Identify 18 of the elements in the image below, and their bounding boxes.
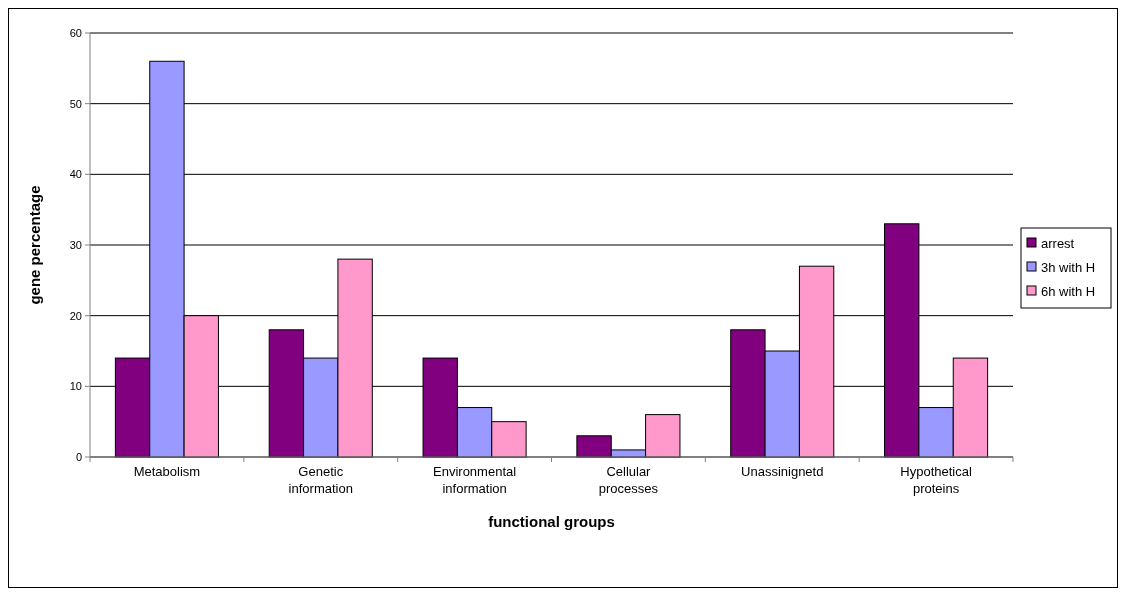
legend-label: 3h with H <box>1041 259 1096 275</box>
legend-label: 6h with H <box>1041 283 1096 299</box>
x-tick-label: Cellular processes <box>598 464 659 496</box>
y-tick-label: 0 <box>75 450 82 463</box>
x-tick-label: Environmental information <box>433 464 517 496</box>
x-tick-label: Unassinignetd <box>741 464 824 479</box>
y-tick-label: 40 <box>69 168 82 181</box>
y-tick-label: 50 <box>69 97 82 110</box>
y-tick-label: 60 <box>69 26 82 39</box>
x-tick-label: Metabolism <box>133 464 201 479</box>
x-tick-label: Genetic information <box>288 464 353 496</box>
y-tick-label: 30 <box>69 238 82 251</box>
x-tick-label: Hypothetical proteins <box>900 464 972 496</box>
x-axis-title: functional groups <box>488 513 615 530</box>
y-tick-label: 10 <box>69 380 82 393</box>
y-tick-label: 20 <box>69 309 82 322</box>
legend-label: arrest <box>1041 235 1075 251</box>
y-axis-title: gene percentage <box>26 185 43 305</box>
